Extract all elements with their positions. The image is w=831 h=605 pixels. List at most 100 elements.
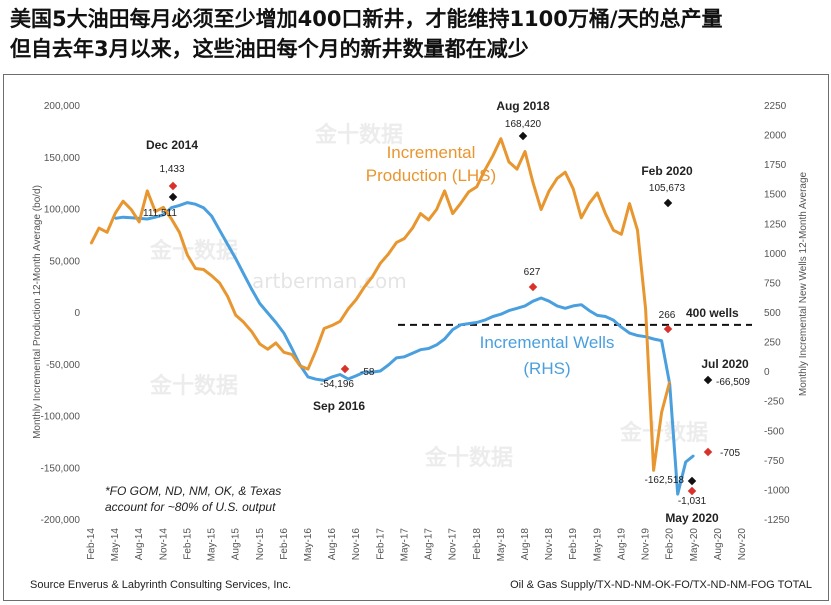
wells-point bbox=[331, 376, 333, 378]
production-point bbox=[459, 202, 462, 205]
y-right-tick-label: 1000 bbox=[764, 249, 787, 260]
production-point bbox=[339, 320, 341, 323]
production-point bbox=[275, 342, 277, 344]
wells-point bbox=[403, 356, 406, 358]
x-tick-label: Nov-20 bbox=[737, 528, 748, 561]
production-point bbox=[186, 254, 189, 256]
production-point bbox=[484, 169, 486, 171]
headline-line-2: 但自去年3月以来，这些油田每个月的新井数量都在减少 bbox=[10, 37, 529, 61]
wells-point bbox=[628, 332, 631, 334]
y-right-tick-label: -1000 bbox=[764, 485, 790, 496]
x-tick-label: Aug-19 bbox=[616, 528, 627, 561]
wells-point bbox=[379, 370, 382, 372]
x-tick-label: Aug-15 bbox=[231, 528, 242, 561]
production-point bbox=[540, 208, 542, 211]
x-tick-label: Feb-16 bbox=[279, 528, 290, 560]
series-label-production-1: Incremental bbox=[387, 143, 476, 162]
annotation-aug2018-wells: 627 bbox=[524, 267, 541, 278]
production-point bbox=[476, 185, 478, 188]
y-right-tick-label: -1250 bbox=[764, 515, 790, 526]
annotation-aug2018: Aug 2018 bbox=[496, 99, 550, 113]
production-point bbox=[307, 368, 309, 370]
wells-point bbox=[387, 364, 390, 366]
production-point bbox=[516, 168, 518, 170]
wells-point bbox=[363, 371, 366, 373]
wells-point bbox=[668, 383, 671, 385]
x-tick-label: May-14 bbox=[110, 528, 121, 562]
y-axis-left-title: Monthly Incremental Production 12-Month … bbox=[32, 185, 43, 439]
annotation-aug2018-prod: 168,420 bbox=[505, 119, 542, 130]
wells-point bbox=[644, 335, 647, 338]
wells-point bbox=[355, 374, 358, 377]
wells-point bbox=[178, 204, 181, 207]
production-point bbox=[564, 171, 566, 173]
wells-point bbox=[154, 216, 157, 218]
wells-point bbox=[275, 321, 277, 324]
wells-point bbox=[242, 273, 245, 275]
wells-point bbox=[516, 307, 518, 310]
x-tick-label: May-16 bbox=[303, 528, 314, 562]
y-right-tick-label: 250 bbox=[764, 338, 781, 349]
production-point bbox=[419, 212, 422, 215]
y-right-tick-label: -750 bbox=[764, 456, 784, 467]
wells-point bbox=[676, 493, 679, 495]
x-tick-label: Nov-14 bbox=[158, 528, 169, 561]
wells-point bbox=[612, 319, 615, 321]
wells-point bbox=[427, 347, 430, 350]
wells-point bbox=[315, 378, 317, 381]
production-point bbox=[242, 321, 245, 324]
wells-point bbox=[540, 297, 542, 299]
annotation-feb2020-prod: 105,673 bbox=[649, 183, 686, 194]
annotation-may2020-wells: -1,031 bbox=[678, 496, 707, 507]
wells-point bbox=[347, 378, 350, 380]
watermark-brand: 金十数据 bbox=[619, 420, 708, 446]
production-point bbox=[612, 229, 615, 231]
x-tick-label: May-18 bbox=[496, 528, 507, 562]
x-tick-label: Aug-20 bbox=[713, 528, 724, 561]
wells-point bbox=[291, 347, 293, 350]
y-axis-left-ticks: 200,000 150,000 100,000 50,000 0 -50,000 -100,… bbox=[41, 101, 81, 526]
production-point bbox=[636, 229, 639, 231]
wells-point bbox=[138, 217, 140, 220]
wells-point bbox=[307, 376, 309, 378]
wells-point bbox=[202, 206, 205, 209]
production-point bbox=[267, 348, 269, 351]
marker-dec2014-wells bbox=[168, 181, 178, 191]
wells-point bbox=[693, 454, 695, 457]
production-point bbox=[548, 190, 550, 192]
production-point bbox=[106, 231, 108, 234]
y-left-tick-label: 150,000 bbox=[44, 153, 81, 164]
annotation-jul2020-wells: -705 bbox=[720, 448, 740, 459]
wells-point bbox=[660, 339, 663, 342]
production-point bbox=[202, 268, 205, 271]
x-tick-label: Aug-18 bbox=[520, 528, 531, 561]
production-point bbox=[98, 227, 100, 229]
wells-point bbox=[500, 313, 502, 316]
marker-feb2020-wells bbox=[663, 324, 673, 334]
production-point bbox=[154, 210, 157, 213]
production-point bbox=[138, 221, 140, 223]
wells-point bbox=[234, 257, 237, 260]
production-point bbox=[331, 324, 333, 327]
wells-point bbox=[492, 315, 494, 318]
y-left-tick-label: 0 bbox=[74, 308, 80, 319]
x-tick-label: May-19 bbox=[592, 528, 603, 562]
wells-point bbox=[283, 332, 285, 334]
marker-sep2016-prod bbox=[340, 364, 350, 374]
wells-point bbox=[636, 334, 639, 337]
wells-point bbox=[259, 302, 261, 305]
production-point bbox=[435, 208, 438, 211]
series-label-production-2: Production (LHS) bbox=[366, 166, 496, 185]
production-point bbox=[226, 295, 229, 298]
wells-point bbox=[532, 300, 534, 303]
annotation-jul2020: Jul 2020 bbox=[701, 357, 749, 371]
footnote-line-2: account for ~80% of U.S. output bbox=[105, 500, 276, 514]
wells-point bbox=[548, 300, 550, 303]
production-point bbox=[283, 351, 285, 354]
headline-line-1: 美国5大油田每月必须至少增加400口新井，才能维持1100万桶/天的总产量 bbox=[10, 7, 723, 31]
annotation-feb2020: Feb 2020 bbox=[641, 164, 693, 178]
production-point bbox=[403, 237, 406, 240]
wells-point bbox=[114, 217, 116, 220]
production-point bbox=[668, 381, 671, 383]
